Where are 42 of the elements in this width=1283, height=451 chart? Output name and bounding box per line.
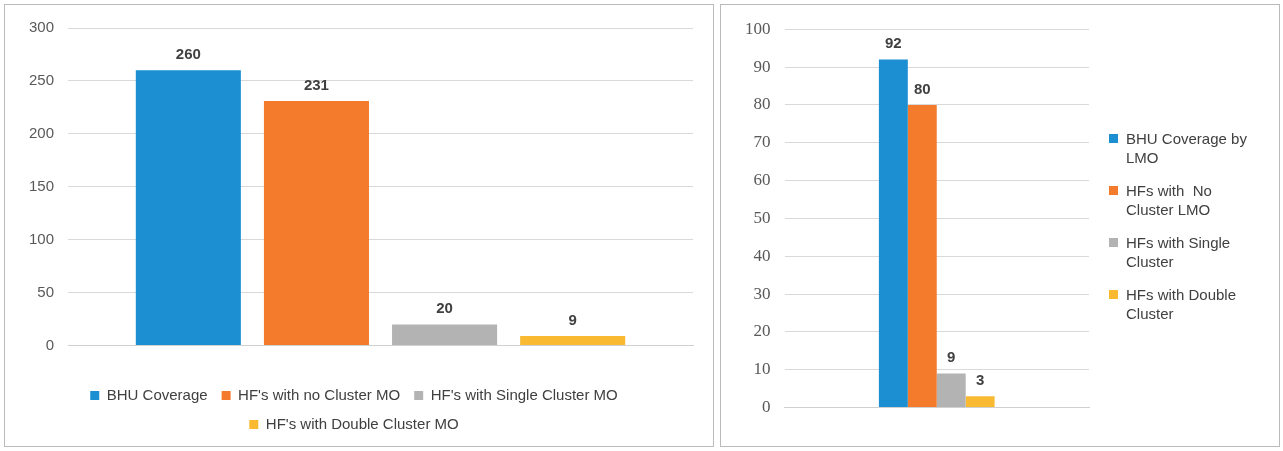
y-tick-label: 50: [753, 207, 771, 227]
legend-label: HF's with Single Cluster MO: [430, 385, 618, 403]
legend-label: BHU Coverage: [106, 385, 208, 403]
bar: [936, 373, 966, 408]
y-tick-label: 50: [37, 282, 55, 300]
legend-label: HF's with no Cluster MO: [238, 385, 401, 403]
y-tick-label: 250: [29, 71, 55, 89]
y-tick-label: 100: [29, 229, 55, 247]
data-label: 260: [175, 44, 201, 62]
data-label: 92: [885, 34, 902, 52]
y-tick-label: 0: [762, 397, 771, 417]
y-tick-label: 200: [29, 124, 55, 142]
bar: [392, 324, 498, 346]
y-tick-label: 90: [753, 56, 771, 76]
y-tick-label: 20: [753, 321, 771, 341]
data-label: 9: [947, 348, 956, 366]
y-tick-label: 30: [753, 283, 771, 303]
data-label: 80: [913, 79, 931, 97]
data-label: 231: [303, 75, 329, 93]
legend-label: HF's with Double Cluster MO: [265, 414, 459, 432]
data-label: 20: [436, 299, 453, 317]
bar: [965, 396, 995, 408]
bar: [878, 59, 908, 408]
bar: [520, 336, 626, 346]
y-tick-label: 70: [753, 132, 771, 152]
bar: [263, 101, 369, 346]
legend-label: HFs with Single Cluster: [1126, 232, 1232, 271]
legend-label: BHU Coverage by LMO: [1126, 128, 1248, 167]
data-label: 9: [568, 310, 577, 328]
y-tick-label: 0: [45, 335, 55, 353]
y-tick-label: 100: [745, 18, 771, 38]
y-tick-label: 10: [753, 359, 771, 379]
data-label: 3: [975, 370, 985, 388]
legend-label: HFs with No Cluster LMO: [1126, 180, 1213, 219]
bar: [907, 104, 937, 408]
y-tick-label: 40: [753, 245, 771, 265]
legend-label: HFs with Double Cluster: [1126, 284, 1238, 323]
y-tick-label: 60: [753, 170, 771, 190]
y-tick-label: 300: [29, 18, 55, 36]
y-tick-label: 150: [29, 176, 55, 194]
y-tick-label: 80: [753, 94, 771, 114]
bar: [135, 70, 241, 346]
